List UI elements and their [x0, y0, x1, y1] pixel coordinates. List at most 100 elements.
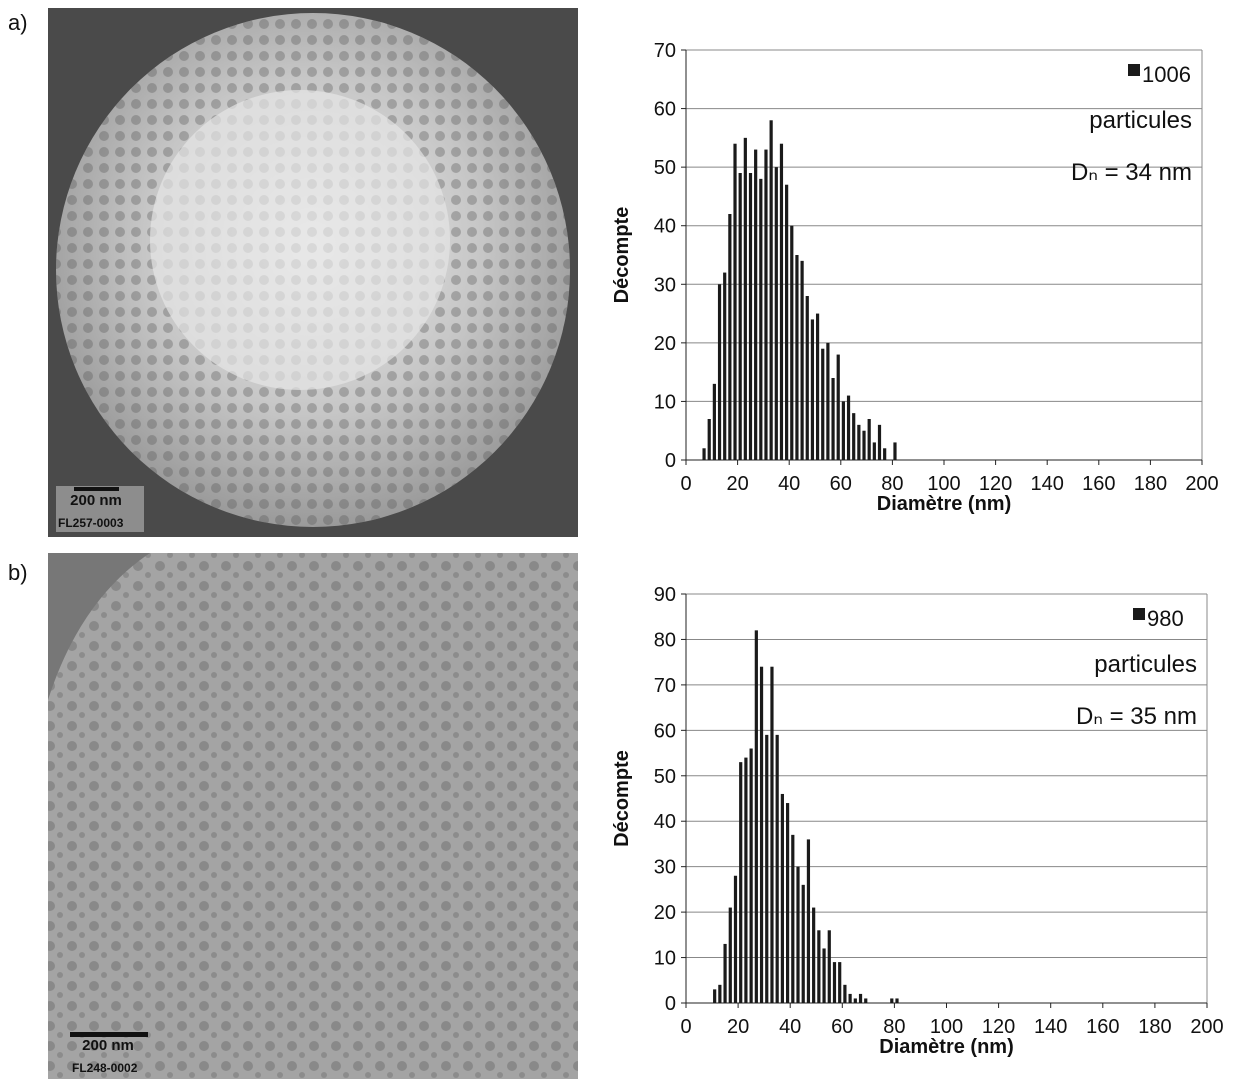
- bar: [785, 184, 789, 460]
- x-tick-label: 200: [1185, 473, 1218, 495]
- legend-swatch: [1128, 64, 1140, 76]
- scale-bar-label: 200 nm: [70, 492, 122, 509]
- image-id: FL248-0002: [72, 1061, 138, 1075]
- bar: [812, 907, 816, 1003]
- x-tick-label: 100: [930, 1016, 963, 1038]
- y-tick-label: 50: [654, 766, 676, 788]
- bar: [831, 378, 835, 460]
- bar: [836, 354, 840, 460]
- bar: [759, 178, 763, 460]
- bar: [712, 383, 716, 460]
- legend-label: 980: [1147, 606, 1184, 631]
- y-axis-title: Décompte: [611, 750, 633, 847]
- legend-label: 1006: [1142, 62, 1191, 87]
- bar: [764, 149, 768, 461]
- x-tick-label: 0: [680, 1016, 691, 1038]
- y-tick-label: 70: [654, 40, 676, 62]
- bar: [717, 284, 722, 460]
- x-tick-label: 20: [726, 473, 748, 495]
- bar: [733, 143, 737, 460]
- bar: [739, 762, 743, 1003]
- y-tick-label: 90: [654, 584, 676, 606]
- x-tick-label: 20: [727, 1016, 749, 1038]
- bar: [853, 998, 857, 1003]
- bar: [822, 948, 826, 1003]
- bar: [754, 149, 758, 461]
- bar: [749, 748, 753, 1003]
- y-tick-label: 30: [654, 857, 676, 879]
- bar: [723, 272, 727, 460]
- bar: [841, 401, 845, 460]
- bar: [858, 993, 863, 1003]
- bar: [707, 419, 711, 460]
- bar: [733, 875, 738, 1003]
- bar: [795, 255, 799, 460]
- bar: [713, 989, 717, 1003]
- y-tick-label: 20: [654, 902, 676, 924]
- bar: [775, 734, 779, 1003]
- bar: [790, 225, 794, 460]
- bar: [867, 419, 871, 460]
- y-tick-label: 50: [654, 157, 676, 179]
- bar: [743, 137, 747, 460]
- bar: [864, 998, 868, 1003]
- panel-label: b): [8, 560, 28, 585]
- x-tick-label: 160: [1082, 473, 1115, 495]
- bar: [846, 395, 851, 460]
- bar: [780, 793, 784, 1003]
- x-tick-label: 60: [831, 1016, 853, 1038]
- bar: [728, 907, 732, 1003]
- bar: [759, 666, 764, 1003]
- bar: [723, 943, 727, 1003]
- bar: [810, 319, 815, 460]
- bar: [806, 839, 811, 1003]
- x-tick-label: 40: [779, 1016, 801, 1038]
- x-tick-label: 100: [927, 473, 960, 495]
- x-tick-label: 160: [1086, 1016, 1119, 1038]
- x-tick-label: 120: [979, 473, 1012, 495]
- x-tick-label: 80: [881, 473, 903, 495]
- bar: [800, 260, 804, 460]
- bar: [843, 984, 847, 1003]
- y-tick-label: 0: [665, 993, 676, 1015]
- bar: [769, 120, 773, 461]
- x-axis-title: Diamètre (nm): [879, 1036, 1013, 1058]
- y-tick-label: 10: [654, 948, 676, 970]
- bar: [852, 413, 856, 460]
- y-axis-title: Décompte: [611, 207, 633, 304]
- scale-bar-label: 200 nm: [82, 1037, 134, 1054]
- x-tick-label: 140: [1034, 1016, 1067, 1038]
- x-tick-label: 0: [680, 473, 691, 495]
- bar: [774, 167, 778, 460]
- x-tick-label: 180: [1134, 473, 1167, 495]
- bar: [805, 296, 809, 460]
- x-tick-label: 180: [1138, 1016, 1171, 1038]
- x-tick-label: 140: [1031, 473, 1064, 495]
- annotation: particules: [1089, 107, 1192, 134]
- annotation: Dₙ = 34 nm: [1071, 159, 1192, 186]
- bar: [838, 962, 842, 1003]
- y-tick-label: 0: [665, 450, 676, 472]
- panel-label: a): [8, 10, 28, 35]
- bar: [827, 930, 831, 1003]
- bar: [738, 173, 742, 460]
- bar: [770, 666, 774, 1003]
- bar: [883, 448, 887, 460]
- bar: [877, 424, 882, 460]
- x-tick-label: 200: [1190, 1016, 1223, 1038]
- y-tick-label: 60: [654, 99, 676, 121]
- bar: [832, 962, 837, 1003]
- annotation: particules: [1094, 651, 1197, 678]
- bar: [872, 442, 876, 460]
- x-axis-title: Diamètre (nm): [877, 493, 1011, 515]
- x-tick-label: 120: [982, 1016, 1015, 1038]
- bar: [826, 342, 830, 460]
- bar: [817, 930, 821, 1003]
- bar: [796, 866, 800, 1003]
- y-tick-label: 40: [654, 811, 676, 833]
- y-tick-label: 60: [654, 720, 676, 742]
- bar: [821, 348, 825, 460]
- bar: [791, 834, 795, 1003]
